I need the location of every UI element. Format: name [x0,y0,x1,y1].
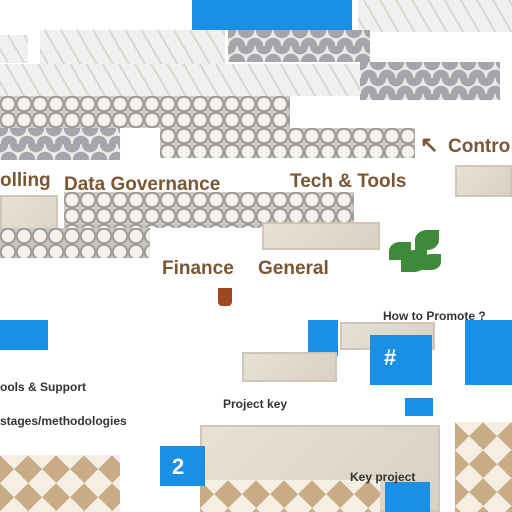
blue-banner [192,0,352,30]
rug [360,62,500,100]
section-title: General [258,258,329,279]
tile [308,320,338,356]
section-title: Finance [162,258,234,279]
rug [200,480,380,512]
rug [0,64,360,96]
tile [0,320,48,350]
tile [405,398,433,416]
item-label: stages/methodologies [0,414,127,428]
rug [262,222,380,250]
section-title: Tech & Tools [290,171,407,192]
rug [0,128,120,160]
rug [358,0,512,32]
rug [242,352,337,382]
rug [0,455,120,512]
section-title: Contro [448,136,511,157]
section-title: Data Governance [64,174,221,195]
rug [40,30,225,64]
rug [228,30,370,62]
rug [160,128,415,158]
pot [218,288,232,306]
item-label: ools & Support [0,380,86,394]
item-label: Project key [223,397,288,411]
rug [455,165,512,197]
item-label: How to Promote ? [383,309,486,323]
rug [455,422,512,512]
rug [0,96,290,128]
arrow-icon: ↖ [420,132,439,157]
item-label: Key project [350,470,416,484]
tile [465,320,512,385]
tile [385,482,430,512]
tile: # [370,335,432,385]
tile: 2 [160,446,205,486]
rug [0,35,28,63]
section-title: olling [0,170,51,191]
rug [0,228,150,258]
plant [385,228,445,286]
rug [64,192,354,228]
